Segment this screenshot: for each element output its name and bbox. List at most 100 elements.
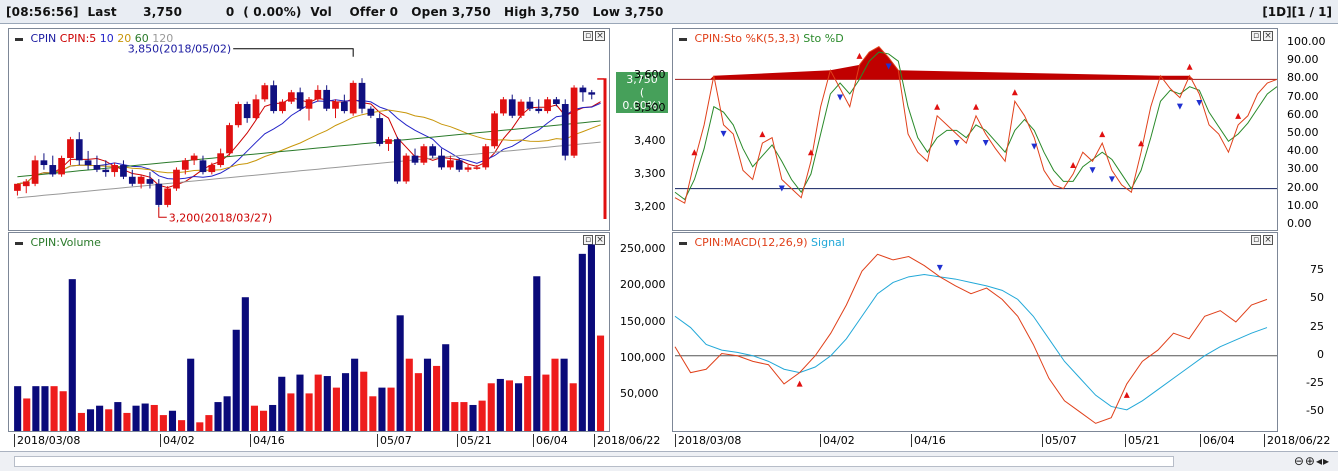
volume-bar [159,415,167,431]
candle-body [429,146,437,156]
sto-price-tick: 3,400 [634,134,666,148]
low-annotation: 3,200(2018/03/27) [169,211,272,224]
candle-body [500,99,507,114]
pane-handle-icon[interactable] [15,37,23,41]
volume-bar [14,386,22,431]
buy-arrow-icon [1099,131,1106,138]
macd-line [674,253,1268,424]
volume-bar [587,244,595,431]
quote-bar: [08:56:56] Last 3,750 0 ( 0.00%) Vol Off… [0,0,1338,24]
volume-bar [596,335,605,431]
volume-legend: CPIN:Volume [15,236,101,249]
volume-bar [77,412,85,431]
volume-bar [433,365,441,431]
buy-arrow-icon [1123,391,1130,398]
pane-handle-icon[interactable] [679,241,687,245]
candle-body [491,113,498,147]
sell-arrow-icon [778,185,785,192]
bottom-toolbar: ⊖⊕◂▸ [0,451,1338,471]
sell-arrow-icon [1108,176,1115,183]
horizontal-scrollbar[interactable] [14,456,1174,467]
close-icon[interactable]: × [1263,31,1273,41]
low-value: Low 3,750 [592,5,664,19]
open-value: Open 3,750 [411,5,491,19]
candle-body [243,104,251,119]
sto-pct-tick: 10.00 [1287,198,1319,212]
buy-arrow-icon [1138,140,1145,147]
minimize-icon[interactable]: ▫ [1251,235,1261,245]
zoom-controls: ⊖⊕◂▸ [1294,454,1330,468]
sto-price-tick: 3,300 [634,167,666,181]
volume-bar [278,376,286,431]
candle-body [526,101,534,109]
period-indicator[interactable]: [1D][1 / 1] [1262,5,1332,19]
minimize-icon[interactable]: ▫ [583,31,593,41]
scroll-left-icon[interactable]: ◂ [1315,454,1323,468]
volume-bar [123,412,131,431]
macd-pane: CPIN:MACD(12,26,9) Signal ▫ × [672,232,1278,432]
volume-bar [533,276,541,431]
volume-bar [323,376,331,431]
volume-bar [414,373,422,431]
close-icon[interactable]: × [595,31,605,41]
volume-bar [305,393,313,431]
volume-bar [59,391,67,431]
zoom-out-icon[interactable]: ⊖ [1293,454,1305,468]
candle-body [508,99,516,116]
volume-bar [296,374,304,431]
buy-arrow-icon [934,103,941,110]
volume-bar [141,403,149,431]
volume-bar [96,405,104,431]
candle-body [349,82,357,114]
x-tick-right: 04/02 [820,434,855,447]
sell-arrow-icon [1089,167,1096,174]
candle-body [588,92,596,95]
close-icon[interactable]: × [1263,235,1273,245]
volume-bar [168,410,177,431]
volume-bar [205,415,213,431]
volume-bar [515,383,523,431]
volume-bar [369,396,377,431]
candle-body [447,160,454,168]
scroll-right-icon[interactable]: ▸ [1322,454,1330,468]
high-value: High 3,750 [504,5,580,19]
stochastic-pane: CPIN:Sto %K(5,3,3) Sto %D ▫ × [672,28,1278,231]
volume-bar [32,386,40,431]
sto-pct-tick: 20.00 [1287,180,1319,194]
volume-bar [551,358,559,431]
close-icon[interactable]: × [595,235,605,245]
volume-bar [542,374,550,431]
sell-arrow-icon [936,264,943,271]
volume-chart [14,244,605,431]
x-tick-right: 05/21 [1125,434,1160,447]
volume-tick-label: 150,000 [620,314,666,328]
buy-arrow-icon [973,103,979,110]
candle-body [367,108,375,116]
volume-bar [260,410,268,431]
candle-body [340,101,348,112]
candle-body [385,139,392,144]
pane-controls: ▫ × [581,235,605,245]
sell-arrow-icon [1196,99,1203,106]
pane-handle-icon[interactable] [679,37,687,41]
pane-handle-icon[interactable] [15,241,23,245]
candle-body [102,169,110,173]
sell-arrow-icon [720,130,727,137]
sto-pct-tick: 0.00 [1287,217,1312,230]
candle-body [22,181,30,187]
zoom-in-icon[interactable]: ⊕ [1304,454,1316,468]
legend-ma5: CPIN:5 [59,32,97,45]
last-tag-value: 3,750 [626,73,658,86]
volume-bar [287,393,295,431]
legend-ma20: 20 [117,32,132,45]
sto-pct-tick: 50.00 [1287,126,1319,139]
candle-body [49,165,57,175]
volume-bar [114,402,122,431]
volume-bar [187,358,195,431]
vol-label: Vol [310,5,332,19]
minimize-icon[interactable]: ▫ [1251,31,1261,41]
volume-bar [241,297,249,431]
candle-body [252,99,260,119]
candle-body [190,155,198,161]
legend-ma120: 120 [152,32,174,45]
